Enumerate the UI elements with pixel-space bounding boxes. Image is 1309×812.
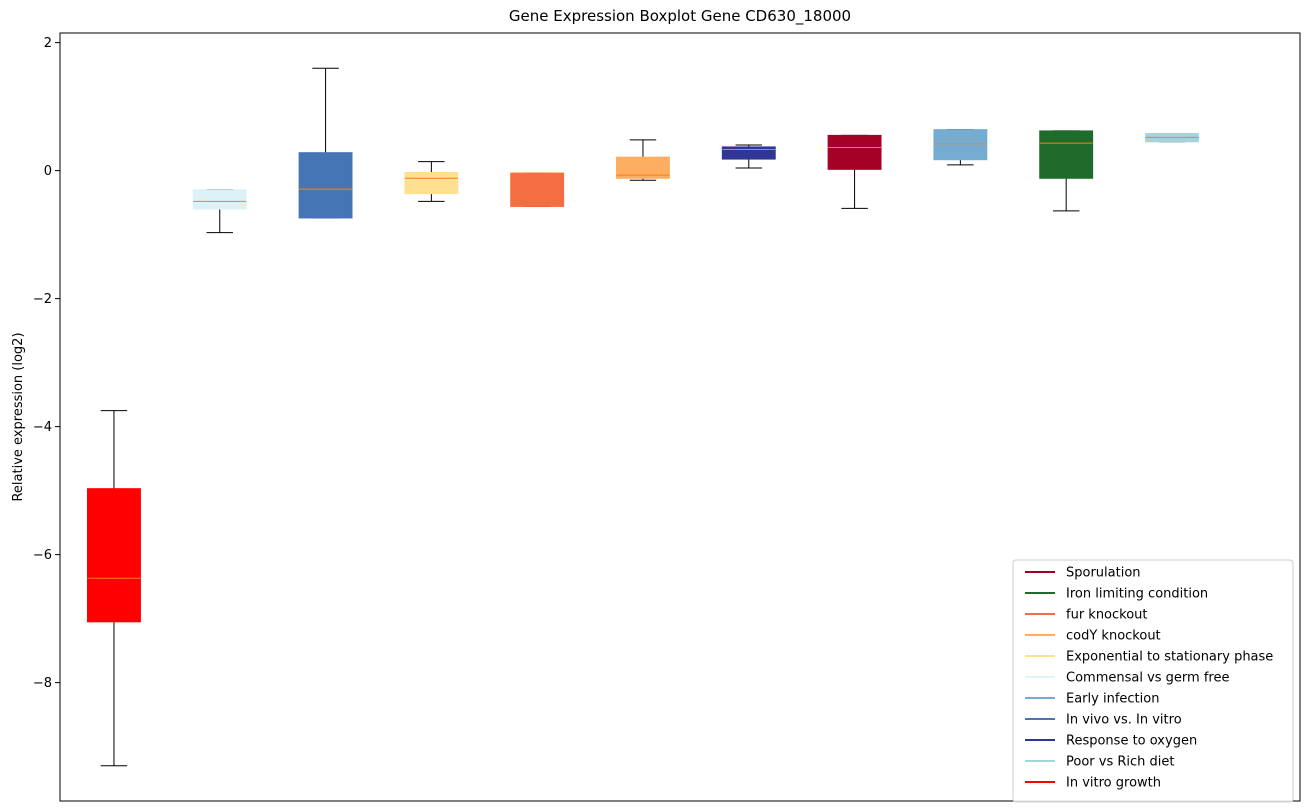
box-body bbox=[298, 152, 353, 219]
legend-label: Poor vs Rich diet bbox=[1066, 755, 1174, 770]
box-group bbox=[298, 67, 353, 219]
box-body bbox=[721, 146, 776, 160]
legend-item: Exponential to stationary phase bbox=[1025, 650, 1273, 665]
y-tick-label: −4 bbox=[33, 420, 52, 435]
legend-label: Commensal vs germ free bbox=[1066, 671, 1229, 686]
legend-frame bbox=[1012, 559, 1294, 803]
box-group bbox=[1145, 132, 1199, 143]
legend-item: Poor vs Rich diet bbox=[1025, 755, 1174, 770]
box-group bbox=[616, 139, 670, 181]
legend-label: Sporulation bbox=[1066, 566, 1141, 581]
y-tick-label: −6 bbox=[33, 548, 52, 563]
legend-label: fur knockout bbox=[1066, 608, 1148, 623]
box-body bbox=[404, 172, 459, 195]
legend-label: Response to oxygen bbox=[1066, 734, 1197, 749]
box-group bbox=[827, 134, 882, 209]
box-group bbox=[933, 129, 988, 166]
box-group bbox=[87, 410, 141, 767]
box-body bbox=[827, 134, 882, 170]
box-group bbox=[404, 161, 459, 202]
legend: Sporulation Iron limiting condition fur kn… bbox=[1012, 559, 1294, 803]
plot-area bbox=[87, 67, 1199, 767]
box-group bbox=[510, 172, 565, 207]
legend-item: Sporulation bbox=[1025, 566, 1141, 581]
legend-item: In vitro growth bbox=[1025, 776, 1161, 791]
legend-label: Early infection bbox=[1066, 692, 1159, 707]
box-body bbox=[933, 129, 988, 161]
legend-label: codY knockout bbox=[1066, 629, 1161, 644]
legend-item: Response to oxygen bbox=[1025, 734, 1197, 749]
y-tick-label: 0 bbox=[44, 164, 52, 179]
box-body bbox=[87, 488, 141, 623]
legend-label: In vivo vs. In vitro bbox=[1066, 713, 1182, 728]
box-body bbox=[1039, 130, 1094, 179]
box-body bbox=[510, 172, 565, 207]
legend-label: In vitro growth bbox=[1066, 776, 1161, 791]
y-tick-label: 2 bbox=[44, 36, 52, 51]
legend-item: codY knockout bbox=[1025, 629, 1161, 644]
legend-item: Iron limiting condition bbox=[1025, 587, 1208, 602]
y-tick-label: −2 bbox=[33, 292, 52, 307]
axes-frame bbox=[59, 32, 1301, 802]
box-group bbox=[1039, 130, 1094, 212]
legend-label: Iron limiting condition bbox=[1066, 587, 1208, 602]
chart-title: Gene Expression Boxplot Gene CD630_18000 bbox=[509, 7, 851, 26]
y-axis-label: Relative expression (log2) bbox=[11, 332, 26, 501]
y-axis: 2 0 −2 −4 −6 −8 bbox=[33, 36, 60, 691]
legend-item: In vivo vs. In vitro bbox=[1025, 713, 1182, 728]
box-group bbox=[721, 144, 776, 169]
legend-label: Exponential to stationary phase bbox=[1066, 650, 1273, 665]
box-group bbox=[192, 189, 247, 234]
box-body bbox=[616, 156, 670, 179]
legend-item: fur knockout bbox=[1025, 608, 1148, 623]
legend-item: Commensal vs germ free bbox=[1025, 671, 1229, 686]
y-tick-label: −8 bbox=[33, 676, 52, 691]
box-body bbox=[192, 189, 247, 210]
legend-item: Early infection bbox=[1025, 692, 1159, 707]
